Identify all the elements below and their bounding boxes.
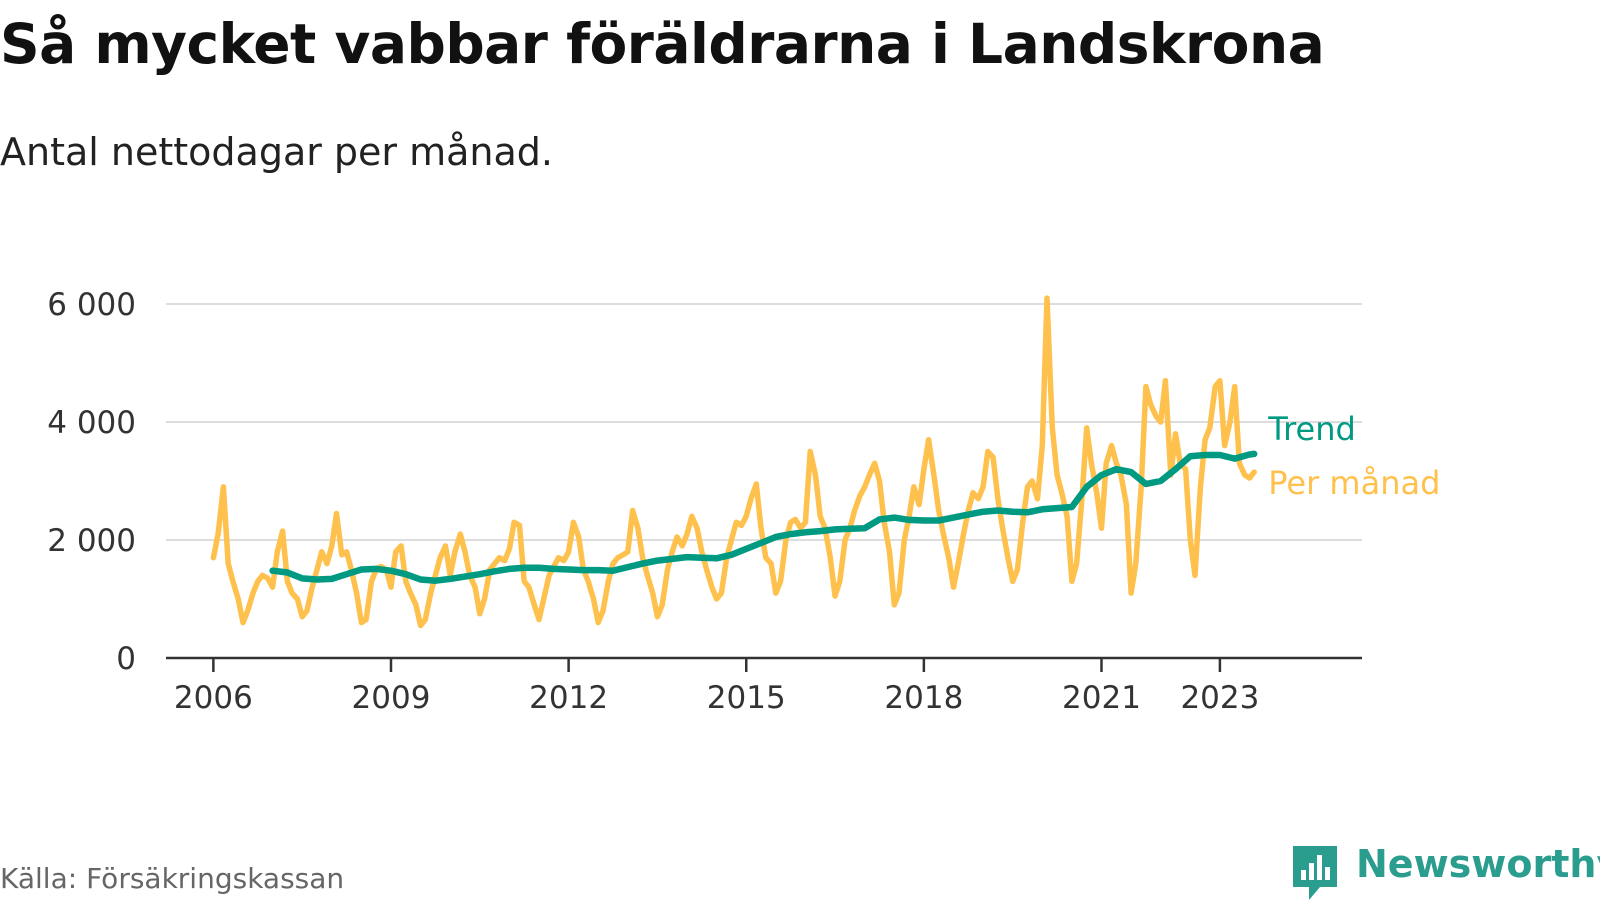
series-label-trend: Trend — [1267, 410, 1356, 448]
y-tick-label: 6 000 — [47, 287, 136, 323]
chart-title: Så mycket vabbar föräldrarna i Landskron… — [0, 12, 1325, 76]
x-tick-label: 2018 — [884, 680, 963, 716]
brand-name: Newsworthy — [1356, 842, 1600, 886]
x-tick-label: 2021 — [1062, 680, 1141, 716]
brand-logo: Newsworthy — [1290, 843, 1600, 903]
line-chart: 0 2 000 4 000 6 000 2006 2009 2012 2015 2018 202… — [47, 287, 1440, 716]
gridlines — [166, 303, 1362, 541]
y-tick-label: 0 — [116, 641, 136, 677]
x-tick-label: 2012 — [529, 680, 608, 716]
x-tick-label: 2006 — [174, 680, 253, 716]
y-tick-label: 4 000 — [47, 405, 136, 441]
x-tick-label: 2015 — [707, 680, 786, 716]
y-axis-tick-labels: 0 2 000 4 000 6 000 — [47, 287, 136, 677]
x-tick-label: 2009 — [352, 680, 431, 716]
x-tick-label: 2023 — [1180, 680, 1259, 716]
series-line-trend — [269, 450, 1258, 584]
x-axis: 2006 2009 2012 2015 2018 2021 2023 — [166, 656, 1362, 716]
source-note: Källa: Försäkringskassan — [0, 862, 345, 895]
series-labels: Per månad Trend — [1267, 410, 1440, 502]
series-lines — [210, 295, 1258, 629]
bar-chart-speech-bubble-icon — [1293, 846, 1337, 900]
chart-subtitle: Antal nettodagar per månad. — [0, 130, 554, 174]
y-tick-label: 2 000 — [47, 523, 136, 559]
series-label-per-manad: Per månad — [1268, 464, 1440, 502]
series-line-per-manad — [210, 295, 1257, 629]
